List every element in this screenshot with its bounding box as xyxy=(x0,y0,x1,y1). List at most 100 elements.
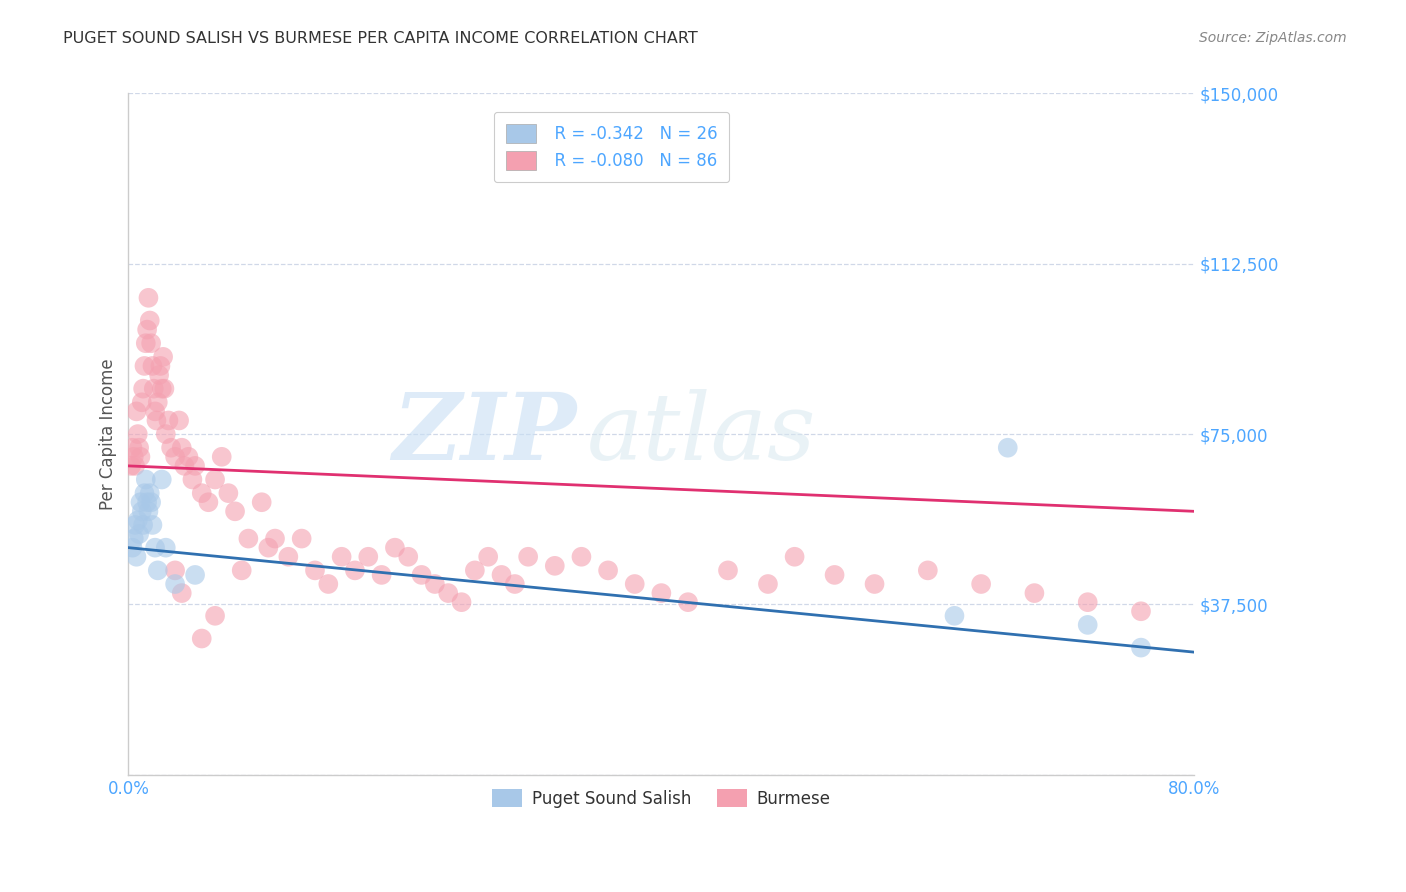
Point xyxy=(157,413,180,427)
Point xyxy=(138,504,160,518)
Point xyxy=(1077,618,1099,632)
Point xyxy=(153,382,176,396)
Point xyxy=(138,291,160,305)
Point xyxy=(917,563,939,577)
Point xyxy=(650,586,672,600)
Point xyxy=(517,549,540,564)
Point xyxy=(184,568,207,582)
Point xyxy=(145,413,167,427)
Point xyxy=(121,541,143,555)
Point xyxy=(127,513,149,527)
Text: atlas: atlas xyxy=(586,389,817,479)
Point xyxy=(676,595,699,609)
Point xyxy=(464,563,486,577)
Text: PUGET SOUND SALISH VS BURMESE PER CAPITA INCOME CORRELATION CHART: PUGET SOUND SALISH VS BURMESE PER CAPITA… xyxy=(63,31,697,46)
Point xyxy=(571,549,593,564)
Point xyxy=(139,486,162,500)
Text: ZIP: ZIP xyxy=(392,389,576,479)
Point xyxy=(131,395,153,409)
Point xyxy=(165,563,187,577)
Point xyxy=(204,608,226,623)
Point xyxy=(396,549,419,564)
Point xyxy=(277,549,299,564)
Point xyxy=(124,458,146,473)
Point xyxy=(125,404,148,418)
Point xyxy=(264,532,287,546)
Point xyxy=(128,527,150,541)
Point xyxy=(132,382,155,396)
Point xyxy=(717,563,740,577)
Point xyxy=(863,577,886,591)
Point xyxy=(146,563,169,577)
Point xyxy=(128,441,150,455)
Point xyxy=(150,382,173,396)
Point xyxy=(165,577,187,591)
Point xyxy=(143,404,166,418)
Legend: Puget Sound Salish, Burmese: Puget Sound Salish, Burmese xyxy=(485,782,837,814)
Point xyxy=(134,359,156,373)
Point xyxy=(190,632,212,646)
Point xyxy=(131,504,153,518)
Point xyxy=(155,427,177,442)
Point xyxy=(384,541,406,555)
Point xyxy=(120,458,142,473)
Point xyxy=(357,549,380,564)
Point xyxy=(997,441,1019,455)
Point xyxy=(160,441,183,455)
Point xyxy=(167,413,190,427)
Point xyxy=(1077,595,1099,609)
Point xyxy=(257,541,280,555)
Point xyxy=(544,558,567,573)
Point xyxy=(170,586,193,600)
Point xyxy=(943,608,966,623)
Point xyxy=(477,549,499,564)
Point xyxy=(143,541,166,555)
Point xyxy=(146,395,169,409)
Point xyxy=(121,441,143,455)
Point xyxy=(250,495,273,509)
Point xyxy=(1024,586,1046,600)
Point xyxy=(124,518,146,533)
Point xyxy=(370,568,392,582)
Point xyxy=(122,532,145,546)
Point xyxy=(150,473,173,487)
Point xyxy=(136,495,159,509)
Point xyxy=(1130,604,1153,618)
Point xyxy=(217,486,239,500)
Point xyxy=(177,450,200,464)
Point xyxy=(343,563,366,577)
Point xyxy=(149,359,172,373)
Point xyxy=(224,504,246,518)
Point xyxy=(135,473,157,487)
Text: Source: ZipAtlas.com: Source: ZipAtlas.com xyxy=(1199,31,1347,45)
Point xyxy=(129,495,152,509)
Point xyxy=(148,368,170,382)
Point xyxy=(623,577,645,591)
Point xyxy=(165,450,187,464)
Point xyxy=(139,336,162,351)
Point xyxy=(503,577,526,591)
Point xyxy=(190,486,212,500)
Point xyxy=(152,350,174,364)
Point xyxy=(824,568,846,582)
Point xyxy=(197,495,219,509)
Point xyxy=(155,541,177,555)
Point xyxy=(411,568,433,582)
Point xyxy=(211,450,233,464)
Point xyxy=(136,323,159,337)
Point xyxy=(330,549,353,564)
Point xyxy=(238,532,260,546)
Point xyxy=(181,473,204,487)
Point xyxy=(970,577,993,591)
Point xyxy=(125,549,148,564)
Point xyxy=(304,563,326,577)
Point xyxy=(135,336,157,351)
Point xyxy=(141,518,163,533)
Point xyxy=(1130,640,1153,655)
Point xyxy=(491,568,513,582)
Point xyxy=(423,577,446,591)
Point xyxy=(204,473,226,487)
Y-axis label: Per Capita Income: Per Capita Income xyxy=(100,359,117,510)
Point xyxy=(231,563,253,577)
Point xyxy=(139,495,162,509)
